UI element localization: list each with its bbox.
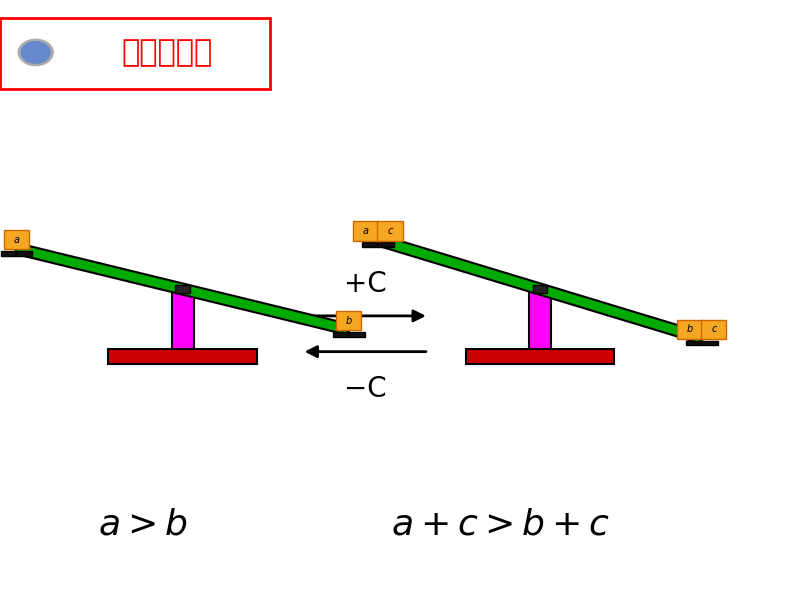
FancyBboxPatch shape: [4, 230, 29, 249]
FancyBboxPatch shape: [333, 332, 364, 337]
Circle shape: [18, 39, 53, 66]
FancyBboxPatch shape: [686, 340, 718, 345]
Text: a: a: [363, 226, 369, 236]
FancyBboxPatch shape: [465, 349, 615, 364]
FancyBboxPatch shape: [336, 311, 361, 330]
FancyBboxPatch shape: [175, 285, 190, 293]
Text: $a+c>b+c$: $a+c>b+c$: [391, 507, 610, 542]
FancyBboxPatch shape: [1, 251, 33, 256]
FancyBboxPatch shape: [701, 319, 727, 339]
FancyBboxPatch shape: [172, 289, 194, 349]
Polygon shape: [376, 235, 704, 343]
FancyBboxPatch shape: [0, 18, 270, 89]
FancyBboxPatch shape: [362, 243, 394, 247]
Circle shape: [21, 42, 50, 63]
Polygon shape: [14, 243, 351, 335]
FancyBboxPatch shape: [377, 222, 403, 241]
FancyBboxPatch shape: [108, 349, 256, 364]
Text: $a>b$: $a>b$: [98, 507, 187, 542]
Text: c: c: [711, 324, 716, 334]
Text: a: a: [13, 235, 20, 244]
Text: −C: −C: [344, 375, 387, 403]
FancyBboxPatch shape: [529, 289, 551, 349]
FancyBboxPatch shape: [533, 285, 547, 293]
Text: b: b: [687, 324, 693, 334]
Text: b: b: [345, 316, 352, 325]
FancyBboxPatch shape: [677, 319, 703, 339]
Text: 知识探索一: 知识探索一: [121, 38, 212, 67]
Text: c: c: [387, 226, 392, 236]
Text: +C: +C: [344, 270, 387, 298]
FancyBboxPatch shape: [353, 222, 379, 241]
